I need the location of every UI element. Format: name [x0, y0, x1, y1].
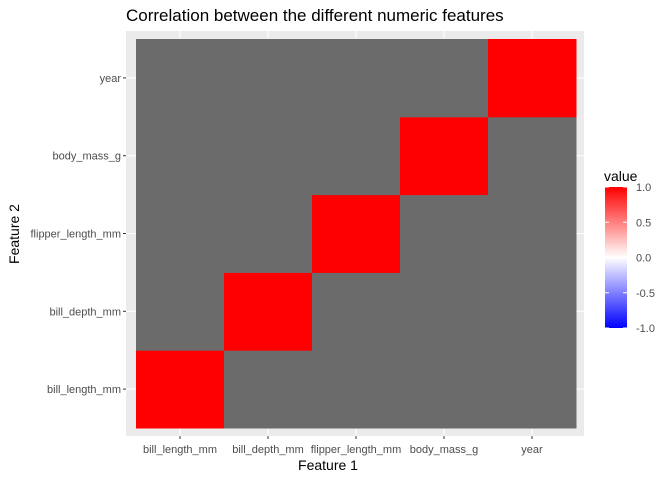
color-legend: value 1.0 0.5 0.0 -0.5 -1.0 [604, 168, 655, 335]
heatmap-cell [224, 350, 313, 429]
heatmap-cell [312, 272, 401, 351]
heatmap-cell [136, 39, 225, 118]
x-tick-label: flipper_length_mm [311, 444, 402, 456]
x-axis: bill_length_mm bill_depth_mm flipper_lengt… [143, 436, 543, 456]
legend-tick-label: -1.0 [636, 323, 655, 335]
y-tick-label: bill_depth_mm [49, 306, 121, 318]
heatmap-cell [488, 39, 577, 118]
heatmap-cell [488, 116, 577, 196]
x-tick-label: year [521, 444, 543, 456]
heatmap-cell [312, 350, 401, 429]
y-tick-label: year [100, 73, 122, 85]
heatmap-cell [224, 116, 313, 196]
heatmap-cell [400, 350, 489, 429]
legend-tick-label: 0.5 [636, 217, 651, 229]
heatmap-cell [224, 272, 313, 351]
heatmap-cell [488, 350, 577, 429]
heatmap-cell [312, 39, 401, 118]
chart-title: Correlation between the different numeri… [126, 6, 504, 25]
heatmap-cell [224, 194, 313, 273]
heatmap-cell [400, 116, 489, 196]
heatmap-cell [488, 194, 577, 273]
heatmap-cell [136, 116, 225, 196]
heatmap-cells [136, 39, 577, 429]
y-axis-title: Feature 2 [6, 204, 22, 264]
legend-tick-label: -0.5 [636, 288, 655, 300]
heatmap-cell [136, 350, 225, 429]
y-tick-label: flipper_length_mm [31, 229, 122, 241]
heatmap-cell [312, 116, 401, 196]
heatmap-cell [488, 272, 577, 351]
heatmap-cell [400, 39, 489, 118]
x-tick-label: bill_depth_mm [232, 444, 304, 456]
x-axis-title: Feature 1 [298, 457, 358, 473]
x-tick-label: bill_length_mm [143, 444, 217, 456]
y-tick-label: bill_length_mm [47, 384, 121, 396]
x-tick-label: body_mass_g [410, 444, 479, 456]
heatmap-cell [312, 194, 401, 273]
y-tick-label: body_mass_g [53, 151, 122, 163]
heatmap-cell [136, 272, 225, 351]
y-axis: bill_length_mm bill_depth_mm flipper_lengt… [31, 73, 126, 396]
heatmap-cell [400, 272, 489, 351]
heatmap-cell [224, 39, 313, 118]
heatmap-cell [400, 194, 489, 273]
legend-tick-label: 1.0 [636, 182, 651, 194]
heatmap-cell [136, 194, 225, 273]
legend-colorbar [605, 187, 627, 328]
legend-title: value [604, 168, 638, 184]
legend-tick-label: 0.0 [636, 253, 651, 265]
